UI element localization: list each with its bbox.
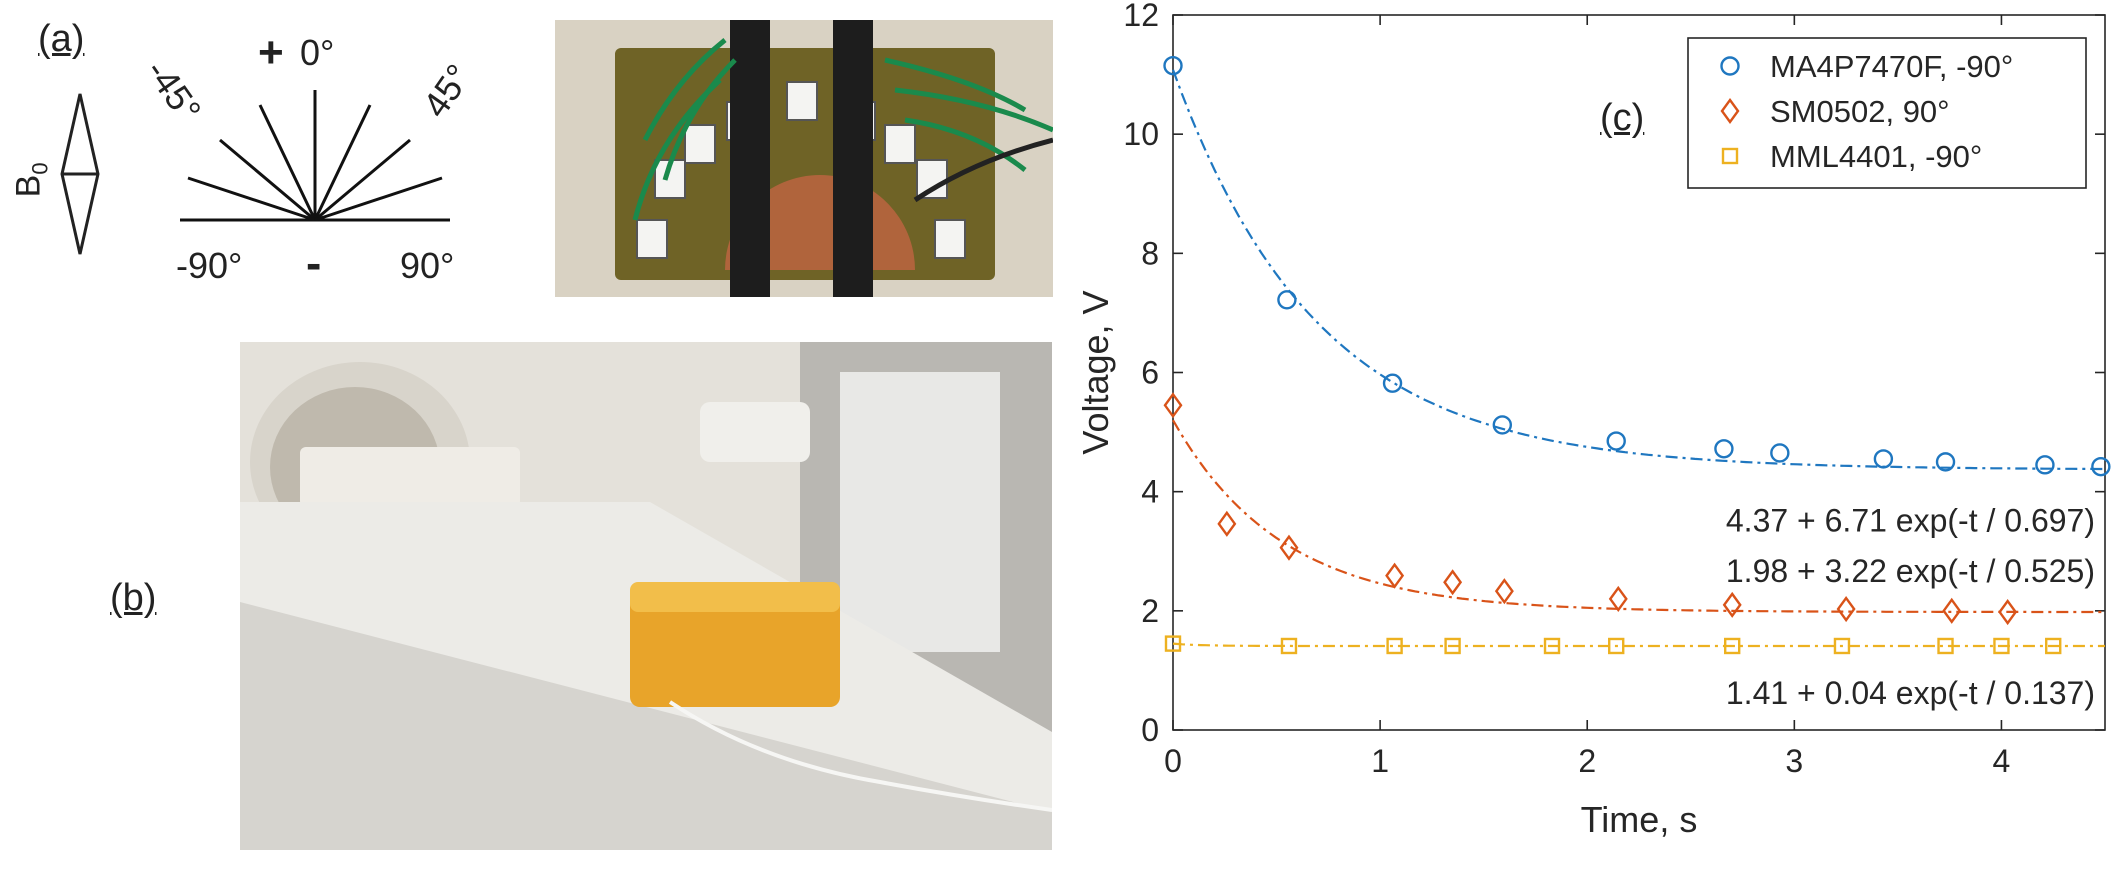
data-point-s1 [1873, 449, 1894, 469]
data-point-s2 [1836, 596, 1856, 623]
data-point-s1 [1935, 452, 1956, 472]
panel-c-label: (c) [1600, 97, 1645, 139]
data-point-s3 [1543, 637, 1561, 655]
legend-box [1687, 37, 2087, 189]
legend-marker-2 [1720, 97, 1740, 125]
fit-equation-3: 1.41 + 0.04 exp(-t / 0.137) [1726, 675, 2095, 711]
data-point-s2 [1998, 598, 2018, 626]
x-tick-label: 1 [1371, 743, 1389, 779]
data-point-s1 [2091, 456, 2111, 477]
data-point-s3 [1937, 637, 1954, 655]
legend-label-2: SM0502, 90° [1770, 94, 1950, 129]
data-point-s2 [1443, 569, 1463, 596]
data-point-s2 [1217, 510, 1237, 537]
data-point-s1 [1382, 373, 1403, 393]
data-point-s3 [1608, 637, 1625, 655]
data-point-s2 [1279, 534, 1299, 561]
data-point-s1 [1492, 415, 1513, 435]
fit-curve-2 [1172, 419, 2105, 614]
y-tick-label: 6 [1141, 355, 1159, 391]
legend-marker-1 [1720, 56, 1740, 76]
fit-equation-2: 1.98 + 3.22 exp(-t / 0.525) [1726, 553, 2095, 589]
data-point-s3 [2045, 637, 2062, 655]
data-point-s3 [1724, 637, 1741, 655]
y-axis-label: Voltage, V [1075, 290, 1116, 454]
y-tick-label: 8 [1141, 235, 1159, 271]
angle-0-label: 0° [300, 32, 335, 73]
y-tick-label: 2 [1141, 593, 1159, 629]
data-point-s2 [1608, 585, 1628, 612]
data-point-s3 [1444, 637, 1461, 655]
data-point-s1 [1714, 439, 1734, 459]
data-point-s1 [1163, 55, 1183, 76]
y-tick-label: 12 [1123, 0, 1159, 33]
data-point-s2 [1942, 597, 1962, 624]
angle-fan-diagram [180, 90, 450, 222]
data-point-s1 [1770, 443, 1790, 463]
plus-sign: + [258, 28, 284, 77]
y-tick-label: 10 [1123, 116, 1159, 152]
data-point-s2 [1722, 591, 1742, 618]
data-point-s1 [1606, 431, 1626, 451]
data-point-s2 [1494, 578, 1514, 605]
data-point-s3 [1164, 635, 1182, 652]
x-tick-label: 3 [1785, 743, 1803, 779]
panel-a-label: (a) [38, 18, 85, 60]
data-point-s3 [1280, 637, 1298, 655]
data-point-s3 [1833, 637, 1851, 655]
data-point-s3 [1993, 637, 2010, 655]
angle-90-label: 90° [400, 245, 455, 286]
minus-sign: - [306, 237, 322, 289]
sensor-board-photo [555, 20, 1053, 297]
legend-label-1: MA4P7470F, -90° [1770, 49, 2013, 84]
data-point-s2 [1385, 562, 1405, 589]
data-point-s3 [1386, 637, 1403, 655]
angle-minus90-label: -90° [176, 245, 243, 286]
legend-label-3: MML4401, -90° [1770, 139, 1982, 174]
fit-equation-1: 4.37 + 6.71 exp(-t / 0.697) [1726, 503, 2095, 539]
data-point-s2 [1163, 392, 1183, 419]
panel-b-label: (b) [110, 577, 157, 619]
b0-field-symbol: B0 [10, 90, 120, 260]
legend-marker-3 [1721, 147, 1739, 165]
data-point-s1 [1277, 290, 1297, 310]
y-tick-label: 0 [1141, 712, 1159, 748]
x-tick-label: 4 [1993, 743, 2011, 779]
double-arrow-icon [60, 93, 100, 255]
data-point-s1 [2035, 455, 2055, 475]
mri-scanner-photo [240, 342, 1052, 850]
y-tick-label: 4 [1141, 474, 1159, 510]
fit-curve-3 [1172, 642, 2105, 648]
x-tick-label: 2 [1578, 743, 1596, 779]
fit-curve-1 [1171, 69, 2105, 471]
x-tick-label: 0 [1164, 743, 1182, 779]
b0-label: B0 [9, 162, 53, 198]
x-axis-label: Time, s [1581, 799, 1698, 840]
